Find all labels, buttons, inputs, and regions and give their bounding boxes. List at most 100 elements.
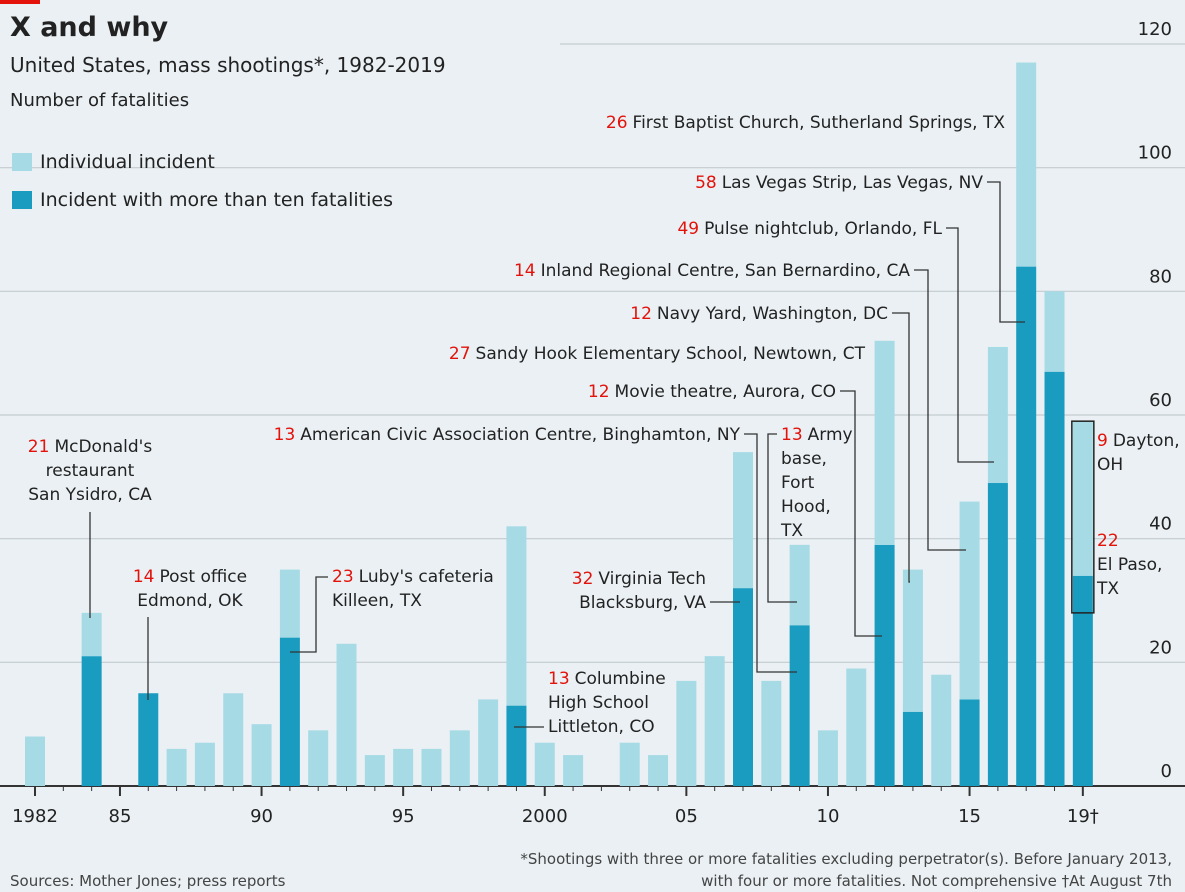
x-tick-label: 10	[817, 806, 840, 827]
annotation: 13 Army	[781, 425, 853, 445]
annotation-count: 12	[588, 382, 610, 402]
annotation-text: Littleton, CO	[548, 717, 655, 737]
y-tick-label: 80	[1149, 266, 1172, 287]
bar-segment	[931, 674, 952, 786]
annotation-text: Luby's cafeteria	[359, 567, 494, 587]
annotation-text: Edmond, OK	[137, 591, 243, 611]
annotation-text: Pulse nightclub, Orlando, FL	[704, 219, 942, 239]
bar-segment	[987, 346, 1008, 484]
y-tick-label: 20	[1149, 637, 1172, 658]
bar-segment	[789, 625, 810, 786]
legend-swatch	[12, 191, 32, 209]
y-tick-label: 120	[1138, 19, 1172, 40]
leader-line	[290, 576, 328, 653]
bar-segment	[648, 755, 669, 786]
x-tick-label: 05	[675, 806, 698, 827]
annotation-text: Las Vegas Strip, Las Vegas, NV	[722, 173, 984, 193]
annotation-text: El Paso,	[1097, 555, 1162, 575]
annotation-text: McDonald's	[54, 437, 152, 457]
annotation: 12 Navy Yard, Washington, DC	[630, 304, 888, 324]
bar-segment	[393, 748, 414, 786]
annotation: San Ysidro, CA	[28, 485, 152, 505]
annotation: Littleton, CO	[548, 717, 655, 737]
leader-line	[946, 227, 994, 463]
annotation: 26 First Baptist Church, Sutherland Sprin…	[606, 113, 1005, 133]
annotation: 13 Columbine	[548, 669, 666, 689]
bar-segment	[478, 699, 499, 786]
highlight-box	[1071, 420, 1095, 614]
annotation-count: 12	[630, 304, 652, 324]
bar-segment	[817, 730, 838, 786]
bar-segment	[251, 724, 272, 786]
annotation: 32 Virginia Tech	[572, 569, 706, 589]
bar-segment	[902, 569, 923, 712]
bar-segment	[959, 501, 980, 700]
bar-segment	[81, 656, 102, 786]
annotation-text: San Ysidro, CA	[28, 485, 152, 505]
annotation-count: 13	[548, 669, 570, 689]
annotation-text: restaurant	[46, 461, 135, 481]
bar-segment	[223, 693, 244, 786]
bar-segment	[1016, 62, 1037, 267]
x-tick-label: 2000	[522, 806, 568, 827]
annotation-count: 22	[1097, 531, 1119, 551]
annotation-text: Army	[808, 425, 853, 445]
bar-segment	[336, 643, 357, 786]
bar-segment	[1016, 266, 1037, 787]
bar-segment	[704, 656, 725, 786]
bar-segment	[138, 693, 159, 786]
annotation-text: OH	[1097, 455, 1123, 475]
annotation: 23 Luby's cafeteria	[332, 567, 494, 587]
annotation: 9 Dayton,	[1097, 431, 1180, 451]
legend-swatch	[12, 153, 32, 171]
chart-title: X and why	[10, 12, 169, 43]
annotation-count: 26	[606, 113, 628, 133]
annotation-text: First Baptist Church, Sutherland Springs…	[633, 113, 1006, 133]
leader-line	[892, 312, 910, 583]
x-tick-label: 90	[250, 806, 273, 827]
annotation: High School	[548, 693, 649, 713]
annotation: 21 McDonald's	[28, 437, 153, 457]
bar-segment	[987, 483, 1008, 786]
x-tick-label: 95	[392, 806, 415, 827]
bar-segment	[81, 612, 102, 657]
annotation-text: Killeen, TX	[332, 591, 422, 611]
annotation-count: 14	[133, 567, 155, 587]
annotation-count: 21	[28, 437, 50, 457]
annotation: restaurant	[46, 461, 135, 481]
bar-segment	[959, 699, 980, 786]
x-tick-label: 15	[958, 806, 981, 827]
y-tick-label: 60	[1149, 390, 1172, 411]
bar-segment	[194, 742, 215, 786]
annotation-text: Sandy Hook Elementary School, Newtown, C…	[476, 344, 866, 364]
annotation-count: 9	[1097, 431, 1108, 451]
footnote: *Shootings with three or more fatalities…	[520, 850, 1172, 868]
annotation-count: 14	[514, 261, 536, 281]
bar-segment	[506, 526, 527, 706]
bar-segment	[733, 452, 753, 589]
x-tick-label: 19†	[1067, 806, 1099, 827]
annotation-text: TX	[1096, 579, 1119, 599]
leader-line	[767, 433, 797, 603]
bar-segment	[1044, 291, 1065, 372]
bar-segment	[733, 588, 753, 786]
annotation-text: Navy Yard, Washington, DC	[657, 304, 888, 324]
leader-line	[840, 390, 882, 637]
annotation: TX	[780, 521, 803, 541]
annotation-count: 27	[449, 344, 471, 364]
annotation: 14 Post office	[133, 567, 247, 587]
bar-segment	[902, 711, 923, 786]
annotation-text: base,	[781, 449, 827, 469]
annotation-text: Hood,	[781, 497, 831, 517]
annotation: 58 Las Vegas Strip, Las Vegas, NV	[695, 173, 983, 193]
bar-segment	[676, 680, 697, 786]
annotation-count: 32	[572, 569, 594, 589]
annotation-text: Virginia Tech	[598, 569, 706, 589]
bar-segment	[449, 730, 470, 786]
annotation-text: Blacksburg, VA	[579, 593, 706, 613]
annotation: 49 Pulse nightclub, Orlando, FL	[677, 219, 942, 239]
annotation: 14 Inland Regional Centre, San Bernardino…	[514, 261, 910, 281]
annotation: TX	[1096, 579, 1119, 599]
brand-bar	[0, 0, 40, 4]
